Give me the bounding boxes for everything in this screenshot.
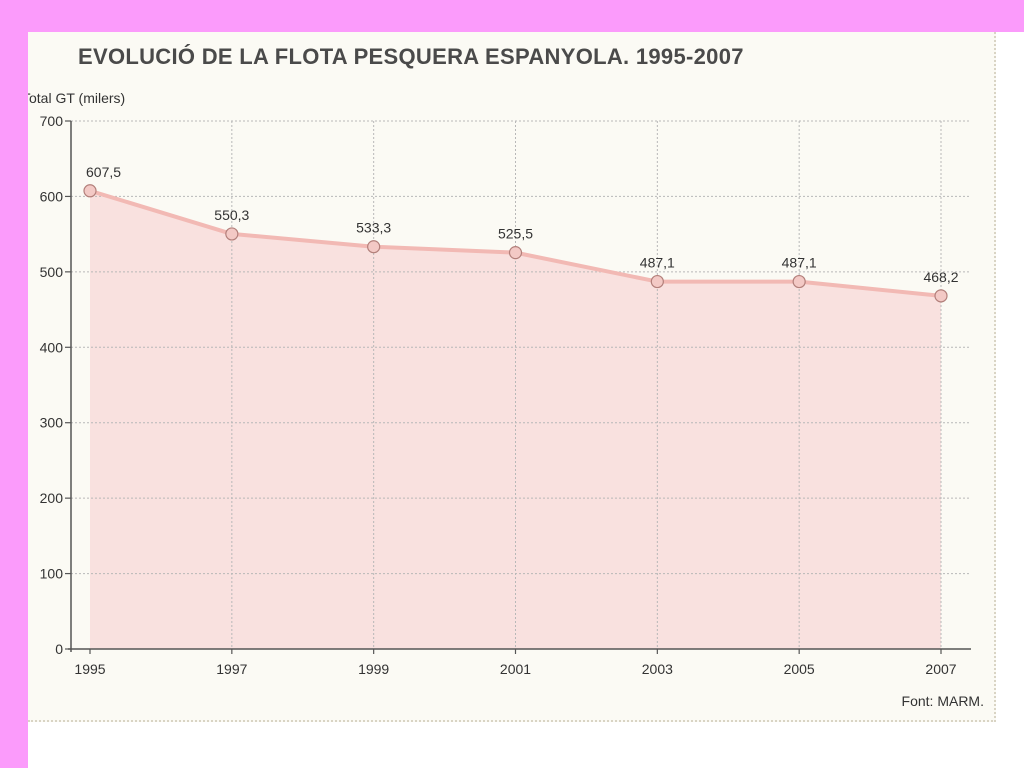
data-label: 525,5 xyxy=(498,226,533,242)
data-label: 487,1 xyxy=(640,255,675,271)
y-tick-label: 200 xyxy=(40,490,64,506)
y-tick-label: 600 xyxy=(40,188,64,204)
y-tick-label: 0 xyxy=(55,641,63,657)
data-point xyxy=(508,246,523,260)
scanned-figure: EVOLUCIÓ DE LA FLOTA PESQUERA ESPANYOLA.… xyxy=(28,32,1024,768)
chart-svg: 0 100 200 300 400 500 600 700 1995 1997 1999 2001 20… xyxy=(28,90,984,709)
y-axis-title: Total GT (milers) xyxy=(28,90,125,106)
data-point xyxy=(225,227,239,241)
x-tick-label: 2007 xyxy=(925,661,956,677)
x-tick-label: 1995 xyxy=(74,661,105,677)
data-point xyxy=(792,274,806,289)
area-fill xyxy=(90,190,941,649)
data-point xyxy=(934,289,948,303)
source-note: Font: MARM. xyxy=(902,693,984,709)
data-point xyxy=(83,184,97,198)
y-tick-label: 700 xyxy=(40,113,64,129)
y-tick-label: 300 xyxy=(40,415,64,431)
x-tick-label: 1997 xyxy=(216,661,247,677)
data-label: 533,3 xyxy=(356,220,391,236)
x-tick-label: 2003 xyxy=(642,661,673,677)
chart-title: EVOLUCIÓ DE LA FLOTA PESQUERA ESPANYOLA.… xyxy=(78,44,744,69)
y-tick-label: 100 xyxy=(40,566,64,582)
data-point xyxy=(367,240,381,254)
y-tick-label: 500 xyxy=(40,264,64,280)
data-label: 607,5 xyxy=(86,164,121,180)
data-label: 468,2 xyxy=(923,269,958,285)
top-band xyxy=(0,0,1024,32)
x-tick-label: 2005 xyxy=(784,661,815,677)
x-tick-label: 2001 xyxy=(500,661,531,677)
chart-panel: EVOLUCIÓ DE LA FLOTA PESQUERA ESPANYOLA.… xyxy=(28,32,996,722)
y-tick-label: 400 xyxy=(40,339,64,355)
data-label: 487,1 xyxy=(782,255,817,271)
x-tick-label: 1999 xyxy=(358,661,389,677)
data-label: 550,3 xyxy=(214,207,249,223)
data-point xyxy=(650,274,664,289)
